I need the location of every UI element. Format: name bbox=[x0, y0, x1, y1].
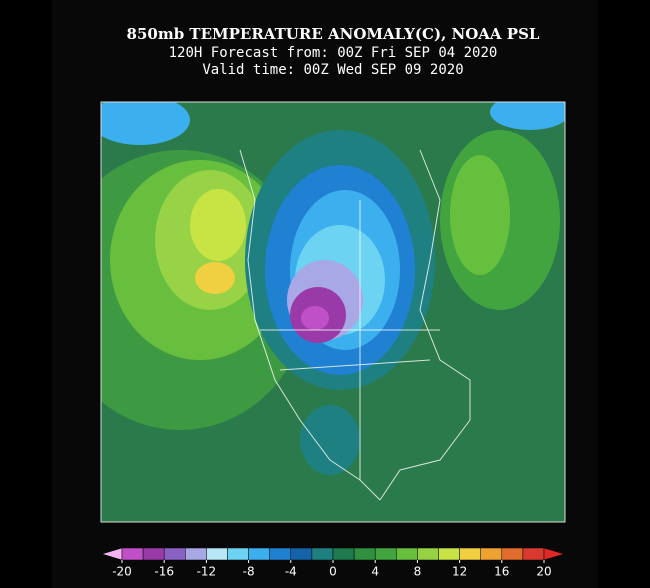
colorbar-swatch bbox=[374, 547, 397, 561]
colorbar-tick-label: -16 bbox=[154, 565, 174, 579]
colorbar-tick-label: 12 bbox=[452, 565, 467, 579]
colorbar-swatch bbox=[480, 547, 503, 561]
valid-time: Valid time: 00Z Wed SEP 09 2020 bbox=[202, 62, 463, 78]
colorbar-tick-label: -4 bbox=[285, 565, 297, 579]
colorbar-swatch bbox=[417, 547, 439, 561]
colorbar-swatch bbox=[269, 547, 292, 561]
colorbar-swatch bbox=[227, 547, 249, 561]
colorbar-tick-label: -8 bbox=[243, 565, 255, 579]
colorbar-swatch bbox=[353, 547, 376, 561]
colorbar-swatch bbox=[206, 547, 228, 561]
colorbar-tick-label: 0 bbox=[329, 565, 337, 579]
colorbar-tick-label: 16 bbox=[494, 565, 509, 579]
colorbar-tick-label: 20 bbox=[536, 565, 551, 579]
map bbox=[101, 102, 565, 522]
colorbar-tick-label: -12 bbox=[197, 565, 217, 579]
colorbar-swatch bbox=[396, 547, 418, 561]
colorbar-swatch bbox=[248, 547, 270, 561]
colorbar-swatch bbox=[185, 547, 207, 561]
title: 850mb TEMPERATURE ANOMALY(C), NOAA PSL bbox=[127, 25, 540, 43]
colorbar-swatch bbox=[311, 547, 334, 561]
colorbar-swatch bbox=[290, 547, 313, 561]
colorbar-swatch bbox=[121, 547, 144, 561]
colorbar-swatch bbox=[522, 547, 545, 561]
colorbar-tick-label: -20 bbox=[112, 565, 132, 579]
map-frame bbox=[100, 101, 566, 523]
colorbar-swatch bbox=[459, 547, 481, 561]
colorbar-tick-label: 8 bbox=[414, 565, 422, 579]
colorbar-swatch bbox=[438, 547, 460, 561]
colorbar-swatch bbox=[163, 547, 186, 561]
colorbar-swatch bbox=[142, 547, 165, 561]
forecast-time: 120H Forecast from: 00Z Fri SEP 04 2020 bbox=[169, 45, 498, 61]
colorbar-over bbox=[543, 547, 565, 561]
colorbar-swatch bbox=[501, 547, 524, 561]
colorbar-tick-label: 4 bbox=[371, 565, 379, 579]
colorbar-swatch bbox=[332, 547, 355, 561]
